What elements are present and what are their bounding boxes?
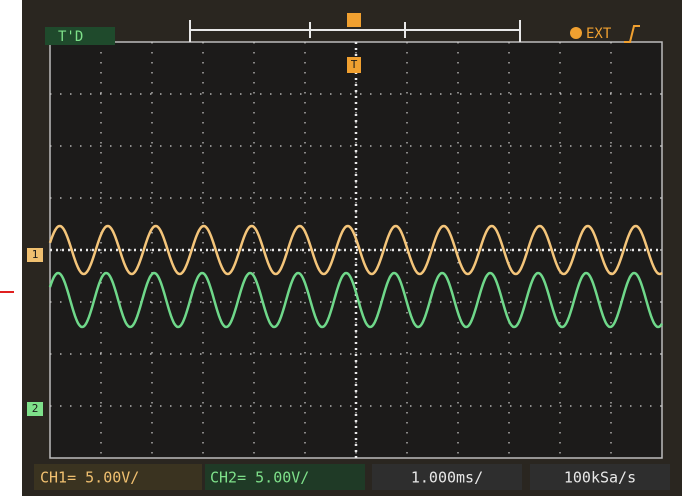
oscilloscope-photo: T'D EXT T 1 2 CH1= 5.00V/ CH2= 5.00V/ 1.… (0, 0, 682, 496)
ch1-scale: CH1= 5.00V/ (40, 469, 139, 487)
sample-rate: 100kSa/s (564, 469, 636, 487)
timebase: 1.000ms/ (411, 469, 483, 487)
trigger-pos-icon (347, 13, 361, 27)
mode-label: T'D (58, 29, 83, 45)
ext-icon (570, 27, 582, 39)
ch2-scale: CH2= 5.00V/ (210, 469, 309, 487)
trigger-source: EXT (586, 26, 612, 42)
page: T'D EXT T 1 2 CH1= 5.00V/ CH2= 5.00V/ 1.… (0, 0, 682, 496)
ch1-marker-label: 1 (32, 248, 39, 261)
ch2-marker-label: 2 (32, 402, 39, 415)
trigger-marker-label: T (351, 58, 358, 71)
